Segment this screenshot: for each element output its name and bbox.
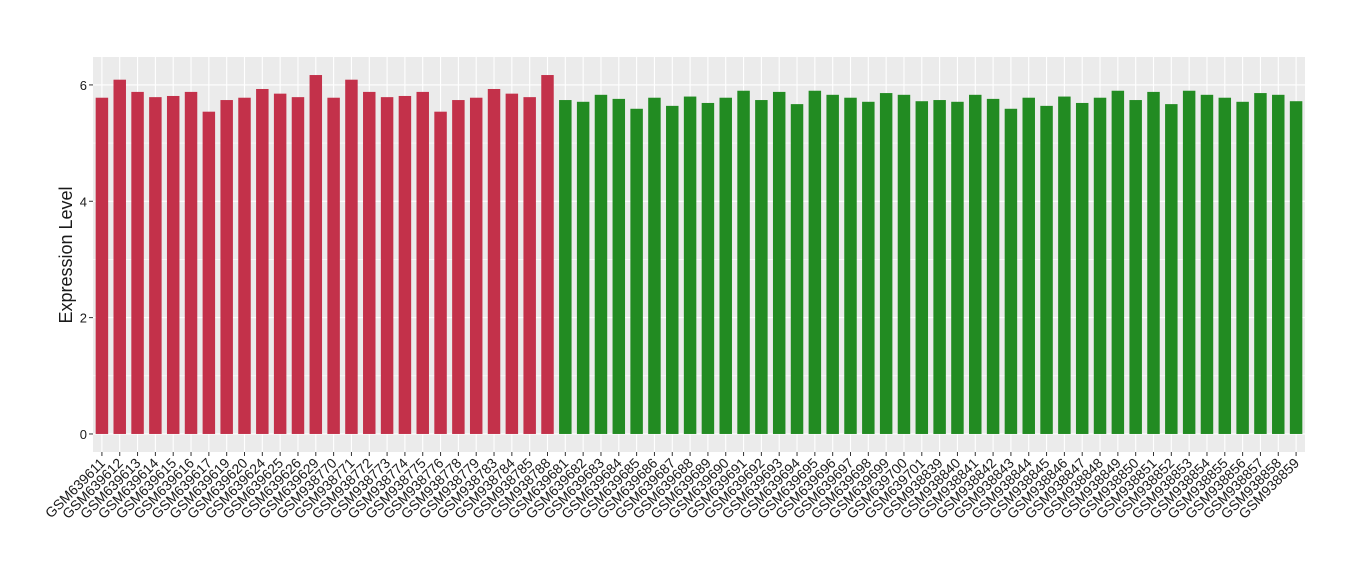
y-tick-label: 4 <box>80 194 87 209</box>
bar <box>95 97 109 434</box>
bar <box>559 100 572 434</box>
bar <box>113 79 126 434</box>
bar <box>1004 108 1018 434</box>
bar <box>612 98 626 434</box>
y-tick-label: 6 <box>80 78 87 93</box>
bar <box>683 96 697 434</box>
bar <box>1272 94 1285 434</box>
bar <box>879 93 893 434</box>
bar <box>755 100 768 434</box>
bar <box>594 94 608 434</box>
bar <box>648 97 661 434</box>
bar <box>166 95 180 434</box>
bar <box>1182 90 1196 434</box>
bar <box>327 97 340 434</box>
bar <box>505 93 519 434</box>
bar <box>1058 96 1071 434</box>
bar <box>1129 100 1142 434</box>
y-tick-label: 2 <box>80 311 87 326</box>
bar <box>897 94 911 434</box>
bar <box>666 105 679 434</box>
bar <box>1040 105 1053 434</box>
bar <box>273 93 287 434</box>
bar <box>915 101 929 434</box>
bar <box>1093 97 1107 434</box>
bar <box>541 75 554 434</box>
bar <box>737 90 750 434</box>
bar <box>1254 93 1267 434</box>
bar <box>202 111 216 434</box>
bar <box>131 91 144 434</box>
bar <box>309 75 323 434</box>
bar <box>1218 97 1232 434</box>
bar <box>1200 94 1214 434</box>
bar <box>434 111 447 434</box>
bar <box>790 104 804 434</box>
bar <box>951 101 964 434</box>
bar <box>256 88 269 434</box>
bar <box>719 97 732 434</box>
bar <box>469 97 483 434</box>
bar <box>630 108 643 434</box>
bar <box>1236 101 1249 434</box>
bar <box>238 97 251 434</box>
bar <box>523 97 536 434</box>
bar <box>576 101 590 434</box>
y-tick-label: 0 <box>80 427 87 442</box>
bar <box>844 97 857 434</box>
bar <box>933 100 946 434</box>
bar <box>416 91 429 434</box>
bar <box>149 97 162 434</box>
bar <box>826 94 839 434</box>
bar <box>291 97 305 434</box>
bar <box>969 94 982 434</box>
bar <box>1111 90 1125 434</box>
bar <box>1022 97 1035 434</box>
bar <box>772 91 786 434</box>
bar <box>487 88 501 434</box>
bar <box>1075 102 1089 434</box>
bar <box>701 102 715 434</box>
bar <box>184 91 198 434</box>
bar <box>398 95 412 434</box>
bar <box>1147 91 1160 434</box>
bar <box>452 100 465 434</box>
bar <box>220 100 233 434</box>
bar <box>380 97 394 434</box>
bar <box>345 79 358 434</box>
y-axis-label: Expression Level <box>56 186 76 323</box>
bar <box>862 101 875 434</box>
bar <box>363 91 376 434</box>
bar <box>1165 104 1178 434</box>
bar <box>1289 101 1303 434</box>
bar <box>986 98 1000 434</box>
bar <box>808 90 822 434</box>
